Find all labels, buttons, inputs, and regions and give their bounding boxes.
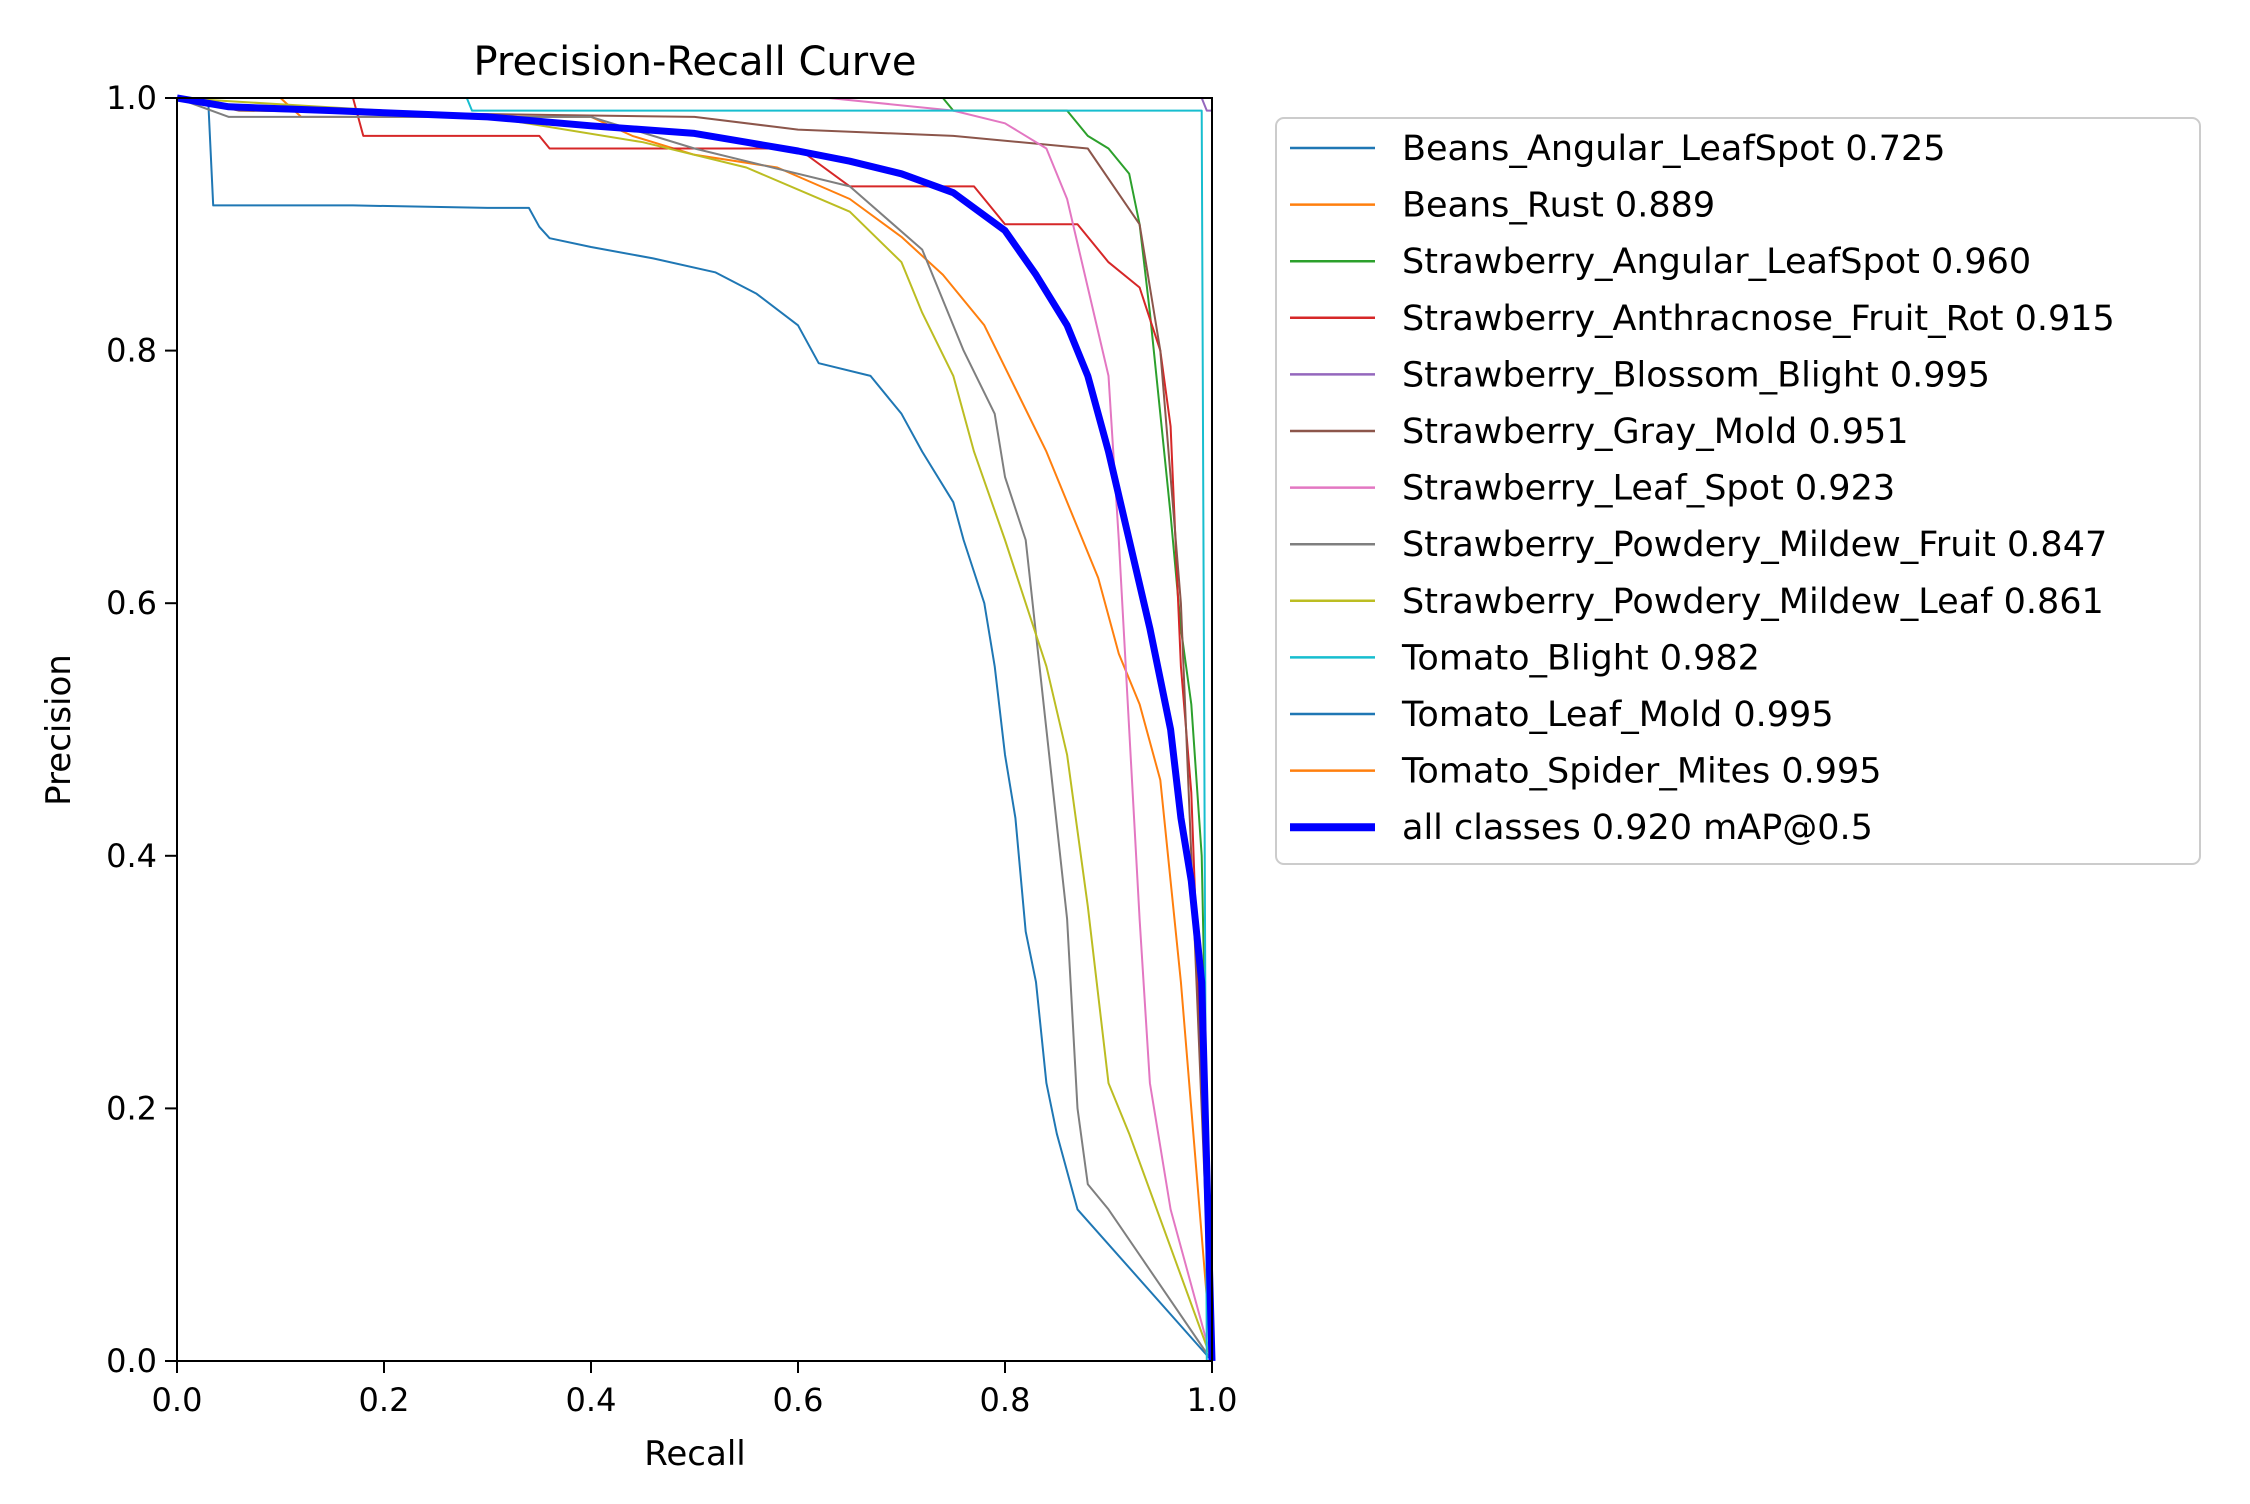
legend-label-11: Tomato_Leaf_Mold 0.995 [1401,695,1834,735]
legend-label-6: Strawberry_Gray_Mold 0.951 [1402,412,1909,452]
x-tick-label: 0.8 [980,1381,1031,1419]
legend: Beans_Angular_LeafSpot 0.725 Beans_Rust 0… [1275,117,2201,865]
x-tick-label: 0.2 [359,1381,410,1419]
y-tick-label: 0.6 [106,584,157,622]
legend-label-10: Tomato_Blight 0.982 [1401,638,1760,678]
series-line-7 [177,97,1213,1362]
x-tick-label: 0.6 [773,1381,824,1419]
legend-label-8: Strawberry_Powdery_Mildew_Fruit 0.847 [1402,525,2107,565]
x-tick-label: 1.0 [1187,1381,1238,1419]
legend-box [1275,117,2201,865]
legend-label-7: Strawberry_Leaf_Spot 0.923 [1402,469,1895,509]
y-axis-label: Precision [39,654,79,806]
legend-label-3: Strawberry_Angular_LeafSpot 0.960 [1402,242,2031,282]
y-tick-label: 0.4 [106,837,157,875]
x-tick-label: 0.4 [566,1381,617,1419]
legend-label-1: Beans_Angular_LeafSpot 0.725 [1402,129,1946,169]
series-line-13 [176,94,1216,1362]
series-line-6 [176,97,1213,1362]
legend-label-4: Strawberry_Anthracnose_Fruit_Rot 0.915 [1402,299,2115,339]
series-line-4 [177,97,1213,1362]
y-tick-label: 0.2 [106,1089,157,1127]
legend-label-5: Strawberry_Blossom_Blight 0.995 [1402,355,1990,395]
series-line-1 [177,97,1213,1362]
legend-label-9: Strawberry_Powdery_Mildew_Leaf 0.861 [1402,582,2104,622]
plot-frame [176,97,1213,1362]
y-tick-label: 0.8 [106,332,157,370]
chart-title: Precision-Recall Curve [474,39,917,85]
x-axis-label: Recall [644,1434,745,1474]
legend-label-12: Tomato_Spider_Mites 0.995 [1401,752,1882,792]
x-axis: 0.0 0.2 0.4 0.6 0.8 1.0 [152,1361,1238,1419]
legend-label-2: Beans_Rust 0.889 [1402,186,1715,226]
series-line-2 [177,97,1213,1362]
x-tick-label: 0.0 [152,1381,203,1419]
legend-label-13: all classes 0.920 mAP@0.5 [1402,808,1873,848]
y-axis: 0.0 0.2 0.4 0.6 0.8 1.0 [106,79,177,1380]
y-tick-label: 0.0 [106,1342,157,1380]
series-line-9 [176,97,1213,1362]
y-tick-label: 1.0 [106,79,157,117]
